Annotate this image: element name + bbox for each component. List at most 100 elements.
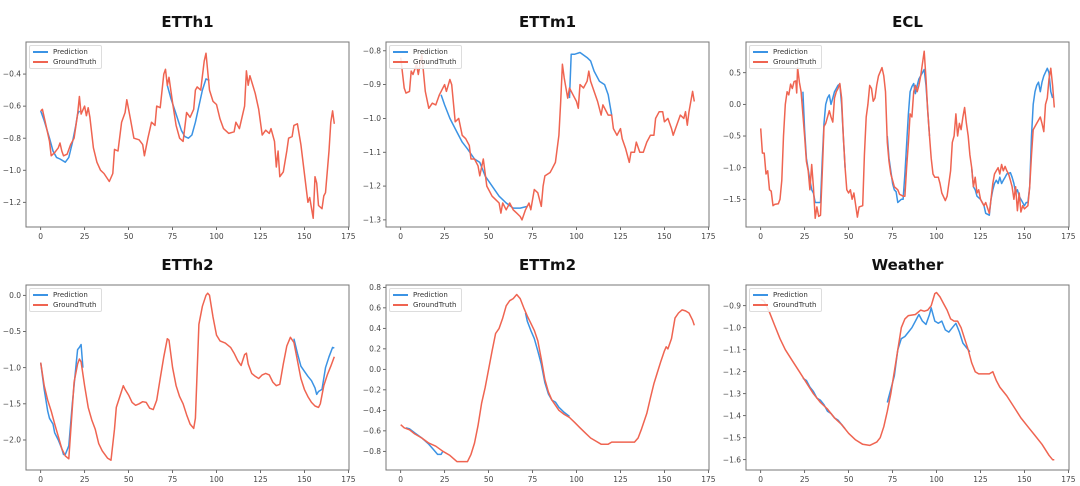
axes-frame (745, 284, 1070, 471)
y-tick-label: 0.5 (729, 68, 741, 77)
legend-label: GroundTruth (413, 301, 457, 309)
x-tick-label: 0 (398, 232, 403, 241)
x-tick-label: 75 (168, 475, 178, 484)
legend-entry: Prediction (33, 47, 97, 57)
x-tick-label: 175 (1061, 475, 1076, 484)
y-tick-label: −1.1 (723, 345, 741, 354)
y-tick-label: −1.0 (3, 166, 21, 175)
legend-swatch (393, 61, 408, 63)
axes-frame (25, 41, 350, 228)
subplot-title: Weather (871, 256, 944, 274)
x-tick-label: 50 (124, 475, 134, 484)
x-tick-label: 125 (613, 232, 628, 241)
x-tick-label: 0 (758, 232, 763, 241)
y-tick-label: −0.9 (723, 301, 741, 310)
x-tick-label: 25 (440, 475, 450, 484)
x-tick-label: 25 (440, 232, 450, 241)
subplot-title: ECL (892, 13, 923, 31)
legend: Prediction GroundTruth (749, 45, 822, 69)
y-tick-label: −0.8 (363, 447, 381, 456)
x-tick-label: 75 (528, 475, 538, 484)
plot-svg: 0 25 50 75 100 125 150 175 0.5 0.0 −0.5 −1.0 −1.5 (723, 41, 1076, 241)
prediction-line (405, 427, 444, 456)
x-tick-label: 100 (929, 232, 944, 241)
y-tick-label: −1.5 (3, 399, 21, 408)
x-tick-label: 25 (800, 232, 810, 241)
legend-label: Prediction (53, 291, 88, 299)
prediction-line (166, 78, 210, 139)
x-tick-label: 125 (973, 232, 988, 241)
plot-svg: 0 25 50 75 100 125 150 175 0.8 0.6 0.4 0.2 0.0 −0.2 −0… (363, 283, 716, 484)
legend-entry: Prediction (393, 47, 457, 57)
y-tick-label: −1.3 (723, 389, 741, 398)
legend-entry: GroundTruth (33, 300, 97, 310)
x-tick-label: 50 (844, 232, 854, 241)
y-tick-label: 0.0 (369, 365, 381, 374)
x-tick-label: 150 (1017, 475, 1032, 484)
y-tick-label: −0.5 (723, 132, 741, 141)
x-tick-label: 25 (80, 232, 90, 241)
y-tick-label: −0.5 (3, 327, 21, 336)
legend-entry: GroundTruth (753, 300, 817, 310)
x-tick-label: 100 (929, 475, 944, 484)
axes-frame (25, 284, 350, 471)
legend-swatch (753, 61, 768, 63)
y-tick-label: −1.5 (723, 195, 741, 204)
x-tick-label: 175 (701, 232, 716, 241)
x-tick-label: 0 (38, 475, 43, 484)
legend-entry: GroundTruth (753, 57, 817, 67)
x-tick-label: 125 (253, 232, 268, 241)
plot-svg: 0 25 50 75 100 125 150 175 0.0 −0.5 −1.0 −1.5 −2.0 (3, 284, 356, 484)
legend-swatch (393, 51, 408, 53)
x-tick-label: 0 (758, 475, 763, 484)
legend-swatch (753, 294, 768, 296)
x-tick-label: 125 (253, 475, 268, 484)
x-tick-label: 175 (1061, 232, 1076, 241)
legend-entry: Prediction (753, 47, 817, 57)
legend: Prediction GroundTruth (749, 288, 822, 312)
subplot-ecl: 0 25 50 75 100 125 150 175 0.5 0.0 −0.5 −1.0 −1.5 ECL… (720, 0, 1080, 243)
y-tick-label: 0.2 (369, 344, 381, 353)
x-tick-label: 25 (80, 475, 90, 484)
x-tick-label: 125 (973, 475, 988, 484)
y-tick-label: −0.4 (363, 406, 381, 415)
y-tick-label: −1.0 (723, 163, 741, 172)
axes-frame (745, 41, 1070, 228)
y-tick-label: −1.3 (363, 215, 381, 224)
subplot-ettm1: 0 25 50 75 100 125 150 175 −0.8 −0.9 −1.0 −1.1 −1.2 −… (360, 0, 720, 243)
y-tick-label: −0.8 (3, 134, 21, 143)
y-tick-label: −0.6 (363, 426, 381, 435)
y-tick-label: −1.2 (3, 198, 21, 207)
y-tick-label: −1.0 (723, 323, 741, 332)
legend-swatch (393, 294, 408, 296)
legend-swatch (753, 304, 768, 306)
prediction-line (293, 338, 335, 396)
prediction-line (970, 67, 1054, 216)
y-tick-label: −0.8 (363, 46, 381, 55)
x-tick-label: 0 (398, 475, 403, 484)
x-tick-label: 100 (209, 475, 224, 484)
y-tick-label: −2.0 (3, 436, 21, 445)
legend: Prediction GroundTruth (389, 45, 462, 69)
y-tick-label: −0.4 (3, 70, 21, 79)
y-tick-label: −1.0 (363, 114, 381, 123)
x-tick-label: 100 (209, 232, 224, 241)
x-tick-label: 150 (297, 475, 312, 484)
legend-entry: Prediction (33, 290, 97, 300)
legend-entry: GroundTruth (393, 300, 457, 310)
x-tick-label: 0 (38, 232, 43, 241)
x-tick-label: 100 (569, 475, 584, 484)
legend-swatch (33, 294, 48, 296)
x-tick-label: 75 (888, 232, 898, 241)
y-tick-label: 0.8 (369, 283, 381, 292)
y-tick-label: −1.6 (723, 455, 741, 464)
legend: Prediction GroundTruth (29, 45, 102, 69)
x-tick-label: 150 (297, 232, 312, 241)
y-tick-label: −1.0 (3, 363, 21, 372)
prediction-line (886, 307, 971, 403)
legend-label: GroundTruth (773, 58, 817, 66)
prediction-line (524, 312, 570, 418)
y-tick-label: −1.2 (723, 367, 741, 376)
y-tick-label: −1.1 (363, 148, 381, 157)
